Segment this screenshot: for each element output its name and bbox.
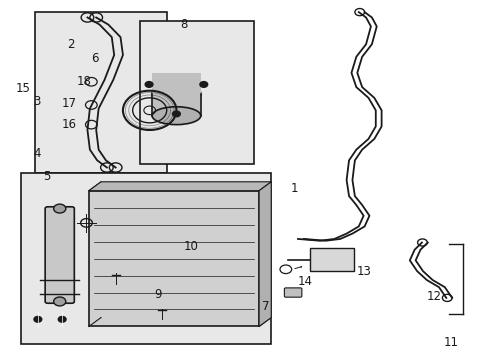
Text: 10: 10 — [183, 240, 198, 253]
Text: 1: 1 — [290, 183, 298, 195]
Text: 11: 11 — [443, 336, 458, 349]
Bar — [309, 248, 353, 271]
Text: 6: 6 — [91, 52, 99, 65]
Text: 8: 8 — [180, 18, 187, 31]
Text: 14: 14 — [297, 275, 312, 288]
Text: 16: 16 — [62, 118, 77, 131]
Text: 12: 12 — [426, 289, 441, 303]
Bar — [89, 191, 259, 327]
Circle shape — [200, 82, 207, 87]
Text: 9: 9 — [154, 288, 162, 301]
Text: 3: 3 — [33, 95, 41, 108]
Ellipse shape — [54, 204, 66, 213]
Text: 5: 5 — [42, 170, 50, 183]
Polygon shape — [259, 182, 271, 327]
Ellipse shape — [152, 78, 201, 111]
FancyBboxPatch shape — [140, 21, 254, 164]
Text: 17: 17 — [62, 97, 77, 110]
FancyBboxPatch shape — [35, 12, 166, 173]
Text: 13: 13 — [356, 265, 370, 278]
Polygon shape — [89, 182, 271, 191]
Text: 4: 4 — [33, 147, 41, 160]
Circle shape — [145, 82, 153, 87]
Circle shape — [58, 316, 66, 322]
Circle shape — [172, 111, 180, 117]
Text: 2: 2 — [67, 38, 74, 51]
Ellipse shape — [54, 297, 66, 306]
FancyBboxPatch shape — [45, 207, 74, 303]
Text: 18: 18 — [77, 75, 91, 88]
Circle shape — [34, 316, 41, 322]
Ellipse shape — [152, 107, 201, 125]
FancyBboxPatch shape — [284, 288, 301, 297]
Bar — [152, 73, 201, 116]
Text: 15: 15 — [16, 82, 31, 95]
FancyArrowPatch shape — [294, 267, 301, 269]
Text: 7: 7 — [261, 300, 268, 313]
FancyBboxPatch shape — [21, 173, 271, 344]
